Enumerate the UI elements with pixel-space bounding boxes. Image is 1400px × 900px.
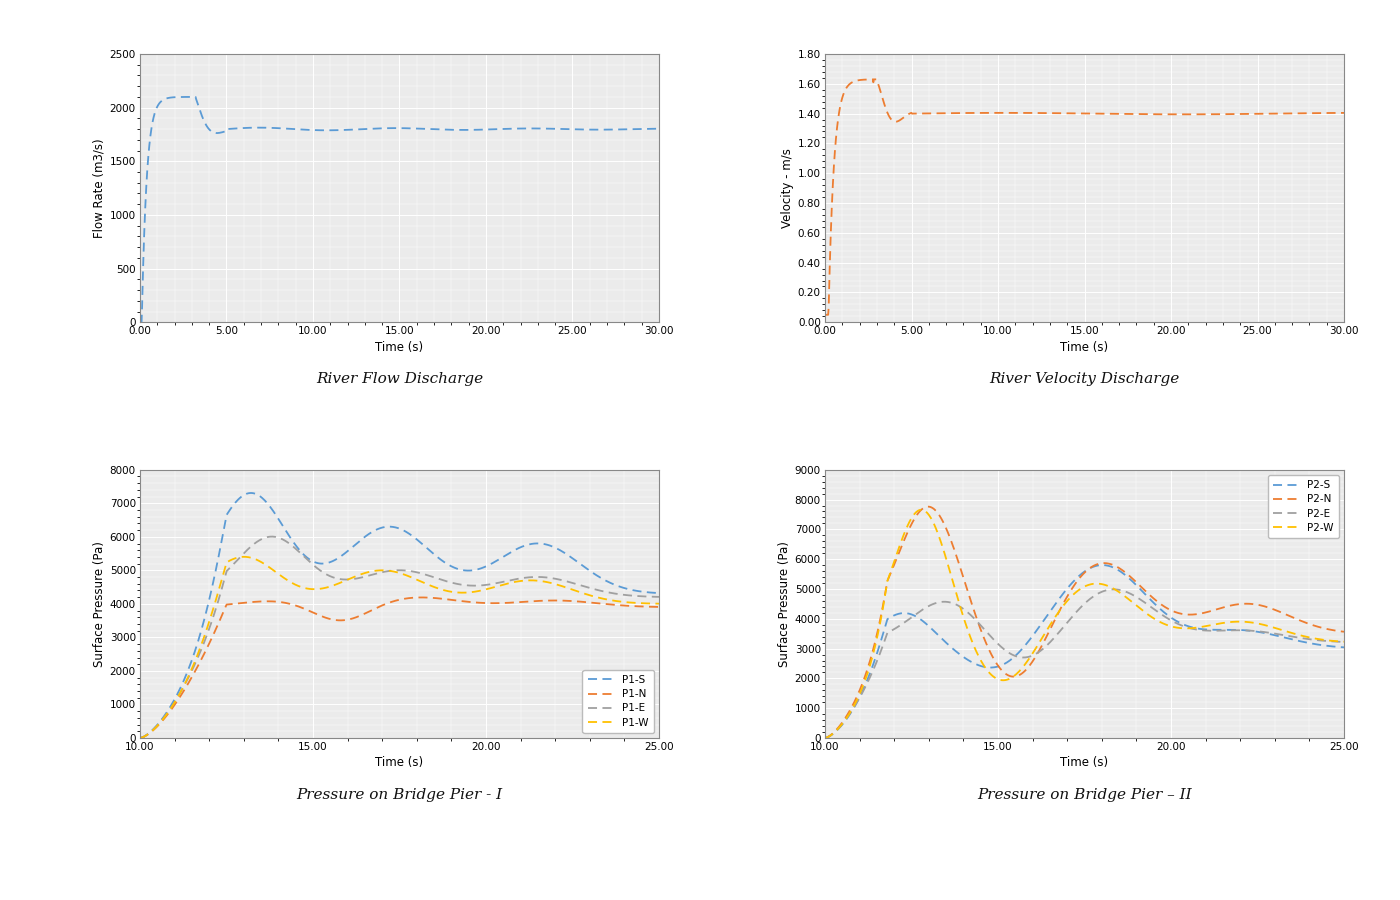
Line: P2-W: P2-W: [825, 509, 1344, 738]
P1-N: [651, 601, 668, 612]
P1-S: [242, 488, 259, 499]
X-axis label: Time (s): Time (s): [1060, 756, 1109, 770]
P1-W: [132, 733, 148, 743]
P2-W: [1053, 604, 1070, 615]
P1-W: [524, 575, 540, 586]
P2-E: [1163, 616, 1180, 626]
P2-E: [1051, 626, 1068, 636]
P1-S: [266, 508, 283, 518]
P1-N: [438, 594, 455, 605]
Line: P2-S: P2-S: [825, 565, 1344, 738]
Line: P2-N: P2-N: [825, 507, 1344, 738]
P1-N: [132, 733, 148, 743]
P2-S: [951, 648, 967, 659]
P2-W: [816, 733, 833, 743]
Y-axis label: Surface Pressure (Pa): Surface Pressure (Pa): [92, 541, 105, 667]
P1-W: [438, 586, 455, 597]
P1-N: [224, 598, 241, 609]
P1-S: [224, 501, 241, 512]
P1-S: [524, 538, 540, 549]
P1-W: [651, 598, 668, 609]
P2-W: [909, 506, 925, 517]
Text: River Velocity Discharge: River Velocity Discharge: [990, 372, 1180, 386]
P2-W: [1123, 597, 1140, 608]
P1-W: [266, 565, 283, 576]
P1-E: [224, 561, 241, 572]
Line: P2-E: P2-E: [825, 590, 1344, 738]
Line: P1-S: P1-S: [140, 493, 659, 738]
P2-S: [1123, 575, 1140, 586]
P2-N: [1163, 606, 1180, 616]
P2-S: [1336, 642, 1352, 652]
P1-E: [263, 531, 280, 542]
Line: P1-E: P1-E: [140, 536, 659, 738]
P2-S: [1163, 613, 1180, 624]
P1-S: [132, 733, 148, 743]
P1-E: [524, 572, 540, 582]
P2-W: [1336, 636, 1352, 647]
Legend: P1-S, P1-N, P1-E, P1-W: P1-S, P1-N, P1-E, P1-W: [582, 670, 654, 733]
P1-S: [479, 561, 496, 572]
X-axis label: Time (s): Time (s): [1060, 340, 1109, 354]
P1-E: [479, 580, 496, 590]
Line: P1-W: P1-W: [140, 557, 659, 738]
P2-N: [920, 501, 937, 512]
P1-E: [132, 733, 148, 743]
P2-W: [951, 598, 967, 609]
P1-N: [367, 603, 384, 614]
X-axis label: Time (s): Time (s): [375, 340, 424, 354]
P2-S: [1051, 592, 1068, 603]
P2-S: [1093, 560, 1110, 571]
Text: Pressure on Bridge Pier - I: Pressure on Bridge Pier - I: [297, 788, 503, 802]
Text: River Flow Discharge: River Flow Discharge: [316, 372, 483, 386]
P2-E: [1105, 584, 1121, 595]
P2-S: [816, 733, 833, 743]
Text: Pressure on Bridge Pier – II: Pressure on Bridge Pier – II: [977, 788, 1191, 802]
P2-N: [1208, 604, 1225, 615]
P1-W: [367, 565, 384, 576]
P2-E: [816, 733, 833, 743]
P1-E: [651, 591, 668, 602]
P2-S: [909, 611, 925, 622]
P2-E: [1336, 636, 1352, 647]
P1-W: [479, 583, 496, 594]
P2-E: [1208, 626, 1225, 636]
P1-N: [413, 592, 430, 603]
Y-axis label: Flow Rate (m3/s): Flow Rate (m3/s): [92, 139, 105, 238]
P2-N: [816, 733, 833, 743]
P1-S: [367, 525, 384, 535]
P1-E: [266, 531, 283, 542]
P1-N: [265, 596, 281, 607]
P2-N: [1123, 572, 1140, 583]
P1-S: [651, 588, 668, 598]
Y-axis label: Surface Pressure (Pa): Surface Pressure (Pa): [777, 541, 791, 667]
P1-E: [367, 569, 384, 580]
P1-W: [224, 554, 241, 565]
P2-W: [1208, 618, 1225, 629]
P2-N: [909, 509, 925, 520]
Legend: P2-S, P2-N, P2-E, P2-W: P2-S, P2-N, P2-E, P2-W: [1267, 475, 1338, 538]
P1-E: [438, 576, 455, 587]
P2-N: [951, 560, 967, 571]
P1-W: [235, 552, 252, 562]
P2-W: [913, 504, 930, 515]
P1-N: [524, 596, 540, 607]
P1-S: [438, 558, 455, 569]
Line: P1-N: P1-N: [140, 598, 659, 738]
P2-W: [1163, 621, 1180, 632]
X-axis label: Time (s): Time (s): [375, 756, 424, 770]
P2-S: [1208, 625, 1225, 635]
P2-N: [1053, 603, 1070, 614]
P2-E: [1123, 589, 1140, 599]
P2-E: [951, 600, 967, 611]
P1-N: [479, 598, 496, 608]
P2-E: [909, 608, 925, 619]
Y-axis label: Velocity - m/s: Velocity - m/s: [781, 148, 794, 228]
P2-N: [1336, 626, 1352, 637]
